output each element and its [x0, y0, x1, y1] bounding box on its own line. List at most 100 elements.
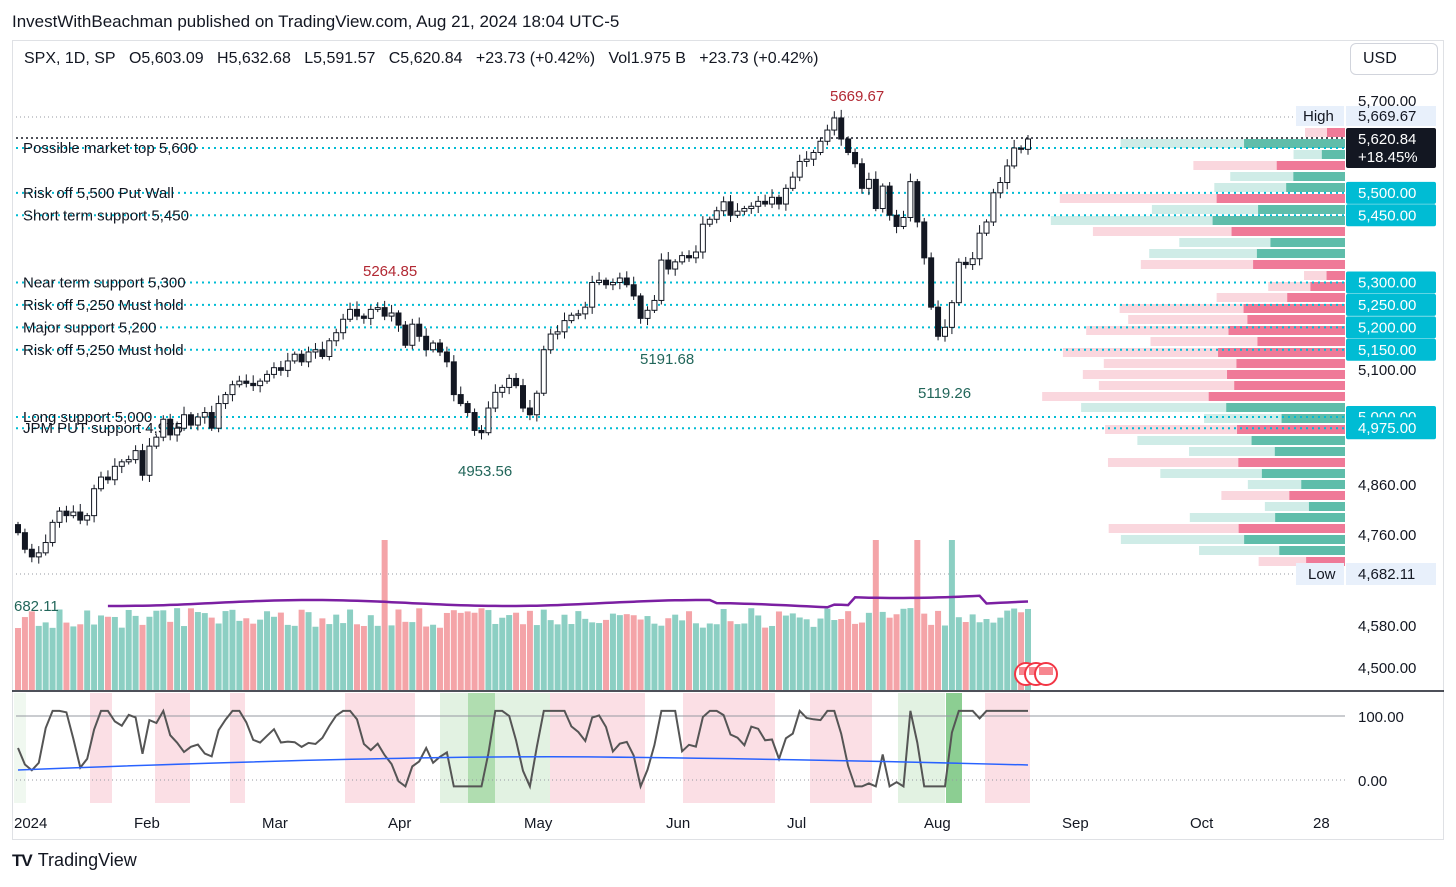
candle-body — [333, 332, 340, 342]
axes: High 5,669.67 Low 4,682.11 5,620.84+18.45% 5,… — [14, 93, 1436, 832]
level-price-tag-text: 5,500.00 — [1358, 185, 1416, 202]
oscillator-band — [14, 693, 26, 803]
profile-bar-core — [1276, 161, 1345, 170]
volume-bar — [561, 614, 568, 690]
profile-bar — [1151, 205, 1345, 214]
grid-layer — [16, 116, 1345, 575]
level-price-tag — [1346, 271, 1436, 294]
profile-bar — [1062, 348, 1345, 357]
volume-bar — [1018, 612, 1025, 690]
volume-bar — [381, 540, 388, 690]
profile-bar — [1107, 458, 1345, 467]
high-value-bg — [1346, 106, 1436, 126]
profile-bar-core — [1308, 502, 1345, 511]
volume-bar — [997, 617, 1004, 690]
volume-bar — [49, 627, 56, 690]
volume-bar — [782, 615, 789, 690]
candle-body — [1011, 147, 1018, 167]
candle-body — [305, 351, 312, 363]
volume-bar — [222, 611, 229, 690]
level-price-tag — [1346, 338, 1436, 361]
volume-bar — [845, 611, 852, 690]
level-price-tag-text: 5,450.00 — [1358, 207, 1416, 224]
publisher-line: InvestWithBeachman published on TradingV… — [12, 12, 620, 31]
volume-bar — [367, 615, 374, 690]
profile-bar-core — [1216, 194, 1345, 203]
profile-bar-core — [1244, 535, 1345, 544]
oscillator-band — [946, 693, 962, 803]
volume-bar — [948, 540, 955, 690]
profile-bar-core — [1243, 304, 1345, 313]
candle-body — [547, 333, 554, 351]
candle-body — [817, 140, 824, 153]
volume-bar — [575, 611, 582, 690]
candle-body — [347, 308, 354, 320]
level-price-tag-text: 5,300.00 — [1358, 275, 1416, 292]
volume-bar — [706, 623, 713, 690]
volume-bar — [236, 620, 243, 690]
volume-bar — [796, 617, 803, 690]
candle-body — [616, 277, 623, 283]
volume-bar — [374, 625, 381, 690]
x-tick-label: Oct — [1190, 815, 1214, 832]
oscillator-line — [17, 708, 1028, 790]
candle-body — [782, 187, 789, 205]
low-value-bg — [1346, 563, 1436, 585]
profile-bar-core — [1257, 337, 1345, 346]
volume-bar — [727, 621, 734, 690]
volume-bar — [492, 623, 499, 690]
level-price-tag — [1346, 293, 1436, 316]
volume-bar — [935, 610, 942, 690]
profile-bar-core — [1327, 128, 1345, 137]
x-tick-label: 2024 — [14, 815, 47, 832]
profile-bar — [1193, 161, 1345, 170]
profile-bar-core — [1231, 227, 1345, 236]
profile-bar-core — [1289, 491, 1345, 500]
currency-button[interactable]: USD — [1350, 43, 1438, 75]
candle-body — [395, 312, 402, 326]
candle-body — [983, 221, 990, 234]
volume-bar — [582, 618, 589, 690]
profile-bar — [1108, 524, 1345, 533]
symbol-label[interactable]: SPX, 1D, SP — [24, 50, 116, 67]
candle-body — [692, 251, 699, 259]
volume-bar — [457, 612, 464, 690]
x-tick-label: Apr — [388, 815, 411, 832]
profile-bar-core — [1321, 150, 1345, 159]
candle-body — [208, 412, 215, 429]
candle-body — [990, 192, 997, 223]
profile-bar-core — [1251, 436, 1345, 445]
candle-body — [824, 129, 831, 142]
tradingview-logo[interactable]: TV TradingView — [12, 850, 137, 871]
volume-left-label: 682.11 — [14, 598, 59, 615]
candle-body — [803, 158, 810, 162]
volume-bar — [333, 614, 340, 690]
candle-body — [727, 201, 734, 216]
profile-bar — [1216, 293, 1345, 302]
level-label: JPM PUT support 4,975 — [23, 420, 183, 437]
tradingview-brand: TradingView — [37, 850, 137, 870]
candle-body — [215, 403, 222, 429]
volume-bar — [630, 615, 637, 690]
volume-bar — [1011, 608, 1018, 690]
profile-bar — [1221, 491, 1345, 500]
candle-body — [326, 340, 333, 357]
current-price: 5,620.84 — [1358, 131, 1416, 148]
volume-bar — [533, 625, 540, 690]
volume-bar — [554, 624, 561, 690]
candle-body — [146, 445, 153, 476]
volume-bar — [858, 622, 865, 690]
candle-body — [755, 200, 762, 207]
volume-bar — [111, 616, 118, 690]
volume-bar — [921, 613, 928, 690]
profile-bar — [1264, 502, 1345, 511]
candle-body — [734, 210, 741, 216]
volume-bar — [540, 609, 547, 690]
candle-body — [630, 284, 637, 297]
level-price-tag-text: 5,200.00 — [1358, 319, 1416, 336]
candle-body — [568, 314, 575, 322]
candle-body — [153, 436, 160, 447]
volume-bar — [928, 624, 935, 690]
volume-bar — [1025, 608, 1031, 690]
